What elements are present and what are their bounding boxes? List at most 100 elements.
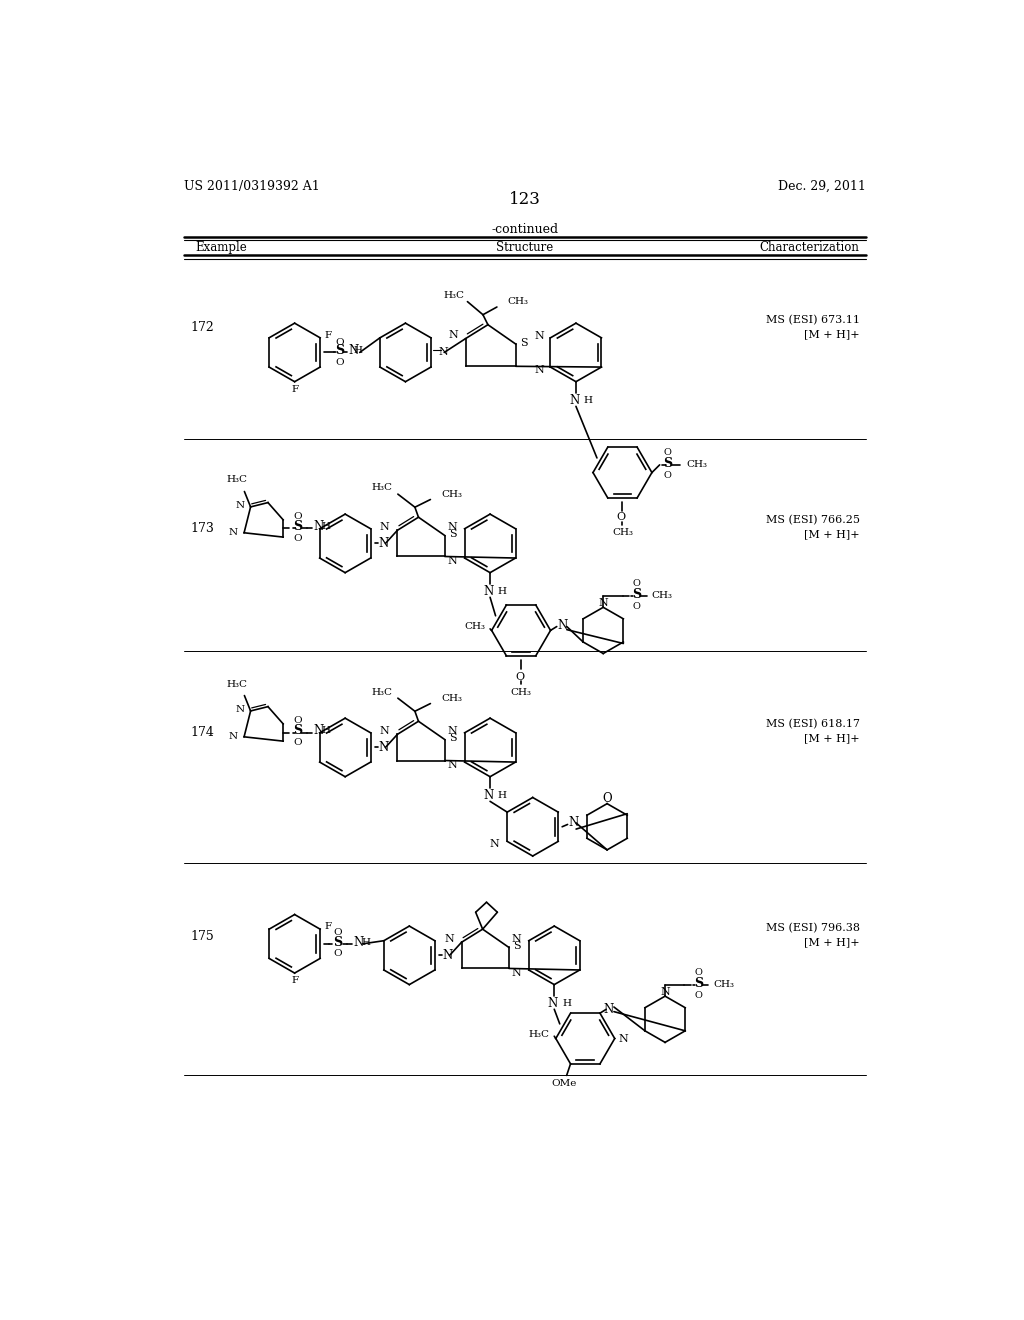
- Text: N: N: [380, 523, 390, 532]
- Text: O: O: [294, 535, 302, 543]
- Text: N: N: [353, 936, 364, 949]
- Text: H: H: [322, 726, 330, 735]
- Text: H₃C: H₃C: [372, 688, 393, 697]
- Text: N: N: [438, 347, 449, 358]
- Text: N: N: [449, 330, 458, 341]
- Text: -continued: -continued: [492, 223, 558, 236]
- Text: O: O: [664, 471, 672, 480]
- Text: H₃C: H₃C: [443, 290, 464, 300]
- Text: N: N: [660, 986, 670, 997]
- Text: S: S: [694, 977, 702, 990]
- Text: CH₃: CH₃: [441, 694, 462, 702]
- Text: S: S: [293, 520, 302, 533]
- Text: F: F: [292, 385, 299, 393]
- Text: N: N: [511, 968, 521, 978]
- Text: H₃C: H₃C: [226, 475, 247, 484]
- Text: S: S: [293, 725, 302, 738]
- Text: N: N: [511, 935, 521, 944]
- Text: F: F: [325, 331, 332, 341]
- Text: CH₃: CH₃: [511, 688, 531, 697]
- Text: N: N: [444, 935, 454, 944]
- Text: N: N: [442, 949, 453, 962]
- Text: O: O: [294, 738, 302, 747]
- Text: S: S: [335, 345, 344, 358]
- Text: H: H: [322, 523, 330, 532]
- Text: Dec. 29, 2011: Dec. 29, 2011: [778, 180, 866, 193]
- Text: N: N: [348, 345, 358, 358]
- Text: OMe: OMe: [552, 1080, 577, 1089]
- Text: S: S: [632, 587, 641, 601]
- Text: F: F: [324, 923, 331, 932]
- Text: S: S: [334, 936, 343, 949]
- Text: H₃C: H₃C: [226, 680, 247, 689]
- Text: H: H: [498, 586, 507, 595]
- Text: N: N: [489, 840, 500, 850]
- Text: O: O: [294, 512, 302, 521]
- Text: N: N: [447, 726, 457, 737]
- Text: O: O: [335, 338, 344, 347]
- Text: S: S: [663, 457, 672, 470]
- Text: O: O: [334, 928, 342, 937]
- Text: N: N: [447, 523, 457, 532]
- Text: S: S: [449, 529, 457, 539]
- Text: O: O: [616, 512, 626, 523]
- Text: O: O: [335, 358, 344, 367]
- Text: O: O: [334, 949, 342, 958]
- Text: 174: 174: [190, 726, 214, 739]
- Text: O: O: [694, 991, 702, 999]
- Text: N: N: [228, 733, 238, 742]
- Text: O: O: [294, 717, 302, 726]
- Text: N: N: [483, 585, 494, 598]
- Text: CH₃: CH₃: [508, 297, 528, 306]
- Text: H: H: [584, 396, 593, 405]
- Text: N: N: [535, 331, 544, 342]
- Text: N: N: [598, 598, 608, 607]
- Text: N: N: [618, 1034, 629, 1044]
- Text: S: S: [513, 941, 520, 950]
- Text: CH₃: CH₃: [651, 591, 673, 601]
- Text: H: H: [361, 937, 371, 946]
- Text: N: N: [447, 760, 457, 770]
- Text: N: N: [379, 741, 389, 754]
- Text: O: O: [515, 672, 524, 681]
- Text: MS (ESI) 618.17: MS (ESI) 618.17: [766, 719, 859, 730]
- Text: N: N: [447, 556, 457, 566]
- Text: H₃C: H₃C: [372, 483, 393, 492]
- Text: 172: 172: [190, 321, 214, 334]
- Text: O: O: [664, 447, 672, 457]
- Text: O: O: [694, 968, 702, 977]
- Text: Structure: Structure: [497, 242, 553, 255]
- Text: O: O: [633, 602, 640, 611]
- Text: CH₃: CH₃: [441, 490, 462, 499]
- Text: N: N: [379, 537, 389, 550]
- Text: CH₃: CH₃: [686, 461, 707, 470]
- Text: S: S: [520, 338, 527, 347]
- Text: MS (ESI) 796.38: MS (ESI) 796.38: [766, 923, 859, 933]
- Text: O: O: [633, 579, 640, 587]
- Text: [M + H]+: [M + H]+: [804, 733, 859, 743]
- Text: [M + H]+: [M + H]+: [804, 529, 859, 539]
- Text: N: N: [236, 705, 245, 714]
- Text: 175: 175: [190, 929, 214, 942]
- Text: CH₃: CH₃: [612, 528, 633, 537]
- Text: CH₃: CH₃: [713, 981, 734, 989]
- Text: [M + H]+: [M + H]+: [804, 937, 859, 948]
- Text: 173: 173: [190, 521, 214, 535]
- Text: N: N: [380, 726, 390, 737]
- Text: N: N: [568, 816, 579, 829]
- Text: N: N: [483, 788, 494, 801]
- Text: H₃C: H₃C: [528, 1030, 550, 1039]
- Text: CH₃: CH₃: [465, 622, 485, 631]
- Text: O: O: [602, 792, 612, 805]
- Text: [M + H]+: [M + H]+: [804, 329, 859, 339]
- Text: S: S: [449, 733, 457, 743]
- Text: N: N: [569, 393, 580, 407]
- Text: 123: 123: [509, 190, 541, 207]
- Text: H: H: [562, 999, 571, 1007]
- Text: US 2011/0319392 A1: US 2011/0319392 A1: [183, 180, 319, 193]
- Text: MS (ESI) 766.25: MS (ESI) 766.25: [766, 515, 859, 525]
- Text: N: N: [313, 520, 324, 533]
- Text: N: N: [236, 500, 245, 510]
- Text: Characterization: Characterization: [760, 242, 859, 255]
- Text: N: N: [228, 528, 238, 537]
